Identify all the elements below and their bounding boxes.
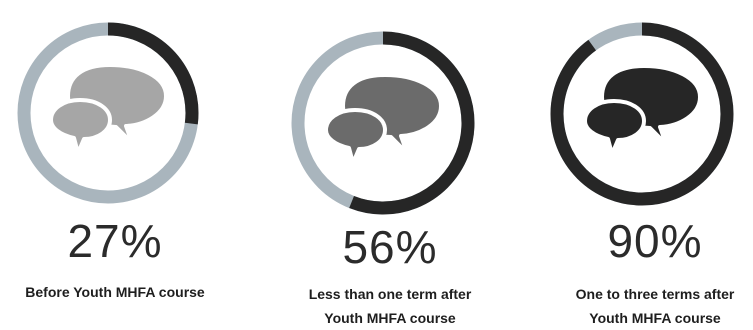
speech-bubble-large xyxy=(66,63,168,145)
stat-before: 27% Before Youth MHFA course xyxy=(0,0,230,325)
speech-bubble-large xyxy=(341,73,443,155)
caption-line-1: One to three terms after xyxy=(575,286,735,302)
speech-bubbles-icon xyxy=(49,63,168,155)
ring-value-arc xyxy=(550,22,734,206)
caption-line-1: Less than one term after xyxy=(308,286,472,302)
caption-before: Before Youth MHFA course xyxy=(0,280,230,304)
caption-less-than-one-term: Less than one term after Youth MHFA cour… xyxy=(275,282,505,330)
donut-chart-before xyxy=(17,22,199,204)
donut-chart-less-than-one-term xyxy=(291,31,475,215)
percent-label-one-to-three-terms: 90% xyxy=(607,215,703,267)
caption-line-2: Youth MHFA course xyxy=(589,310,721,326)
speech-bubble-large xyxy=(600,64,702,146)
speech-bubbles-icon xyxy=(583,64,702,156)
percent-label-less-than-one-term: 56% xyxy=(342,221,438,273)
speech-bubble-small xyxy=(583,99,646,156)
donut-chart-one-to-three-terms xyxy=(550,22,734,206)
caption-one-to-three-terms: One to three terms after Youth MHFA cour… xyxy=(540,282,753,330)
speech-bubble-small xyxy=(49,98,112,155)
ring-value-arc xyxy=(291,31,475,215)
caption-line-1: Before Youth MHFA course xyxy=(25,284,205,300)
percent-label-before: 27% xyxy=(67,215,163,267)
caption-line-2: Youth MHFA course xyxy=(324,310,456,326)
stat-less-than-one-term: 56% Less than one term after Youth MHFA … xyxy=(275,0,505,326)
ring-value-arc xyxy=(17,22,199,204)
speech-bubbles-icon xyxy=(324,73,443,165)
speech-bubble-small xyxy=(324,108,387,165)
stat-one-to-three-terms: 90% One to three terms after Youth MHFA … xyxy=(540,0,753,326)
